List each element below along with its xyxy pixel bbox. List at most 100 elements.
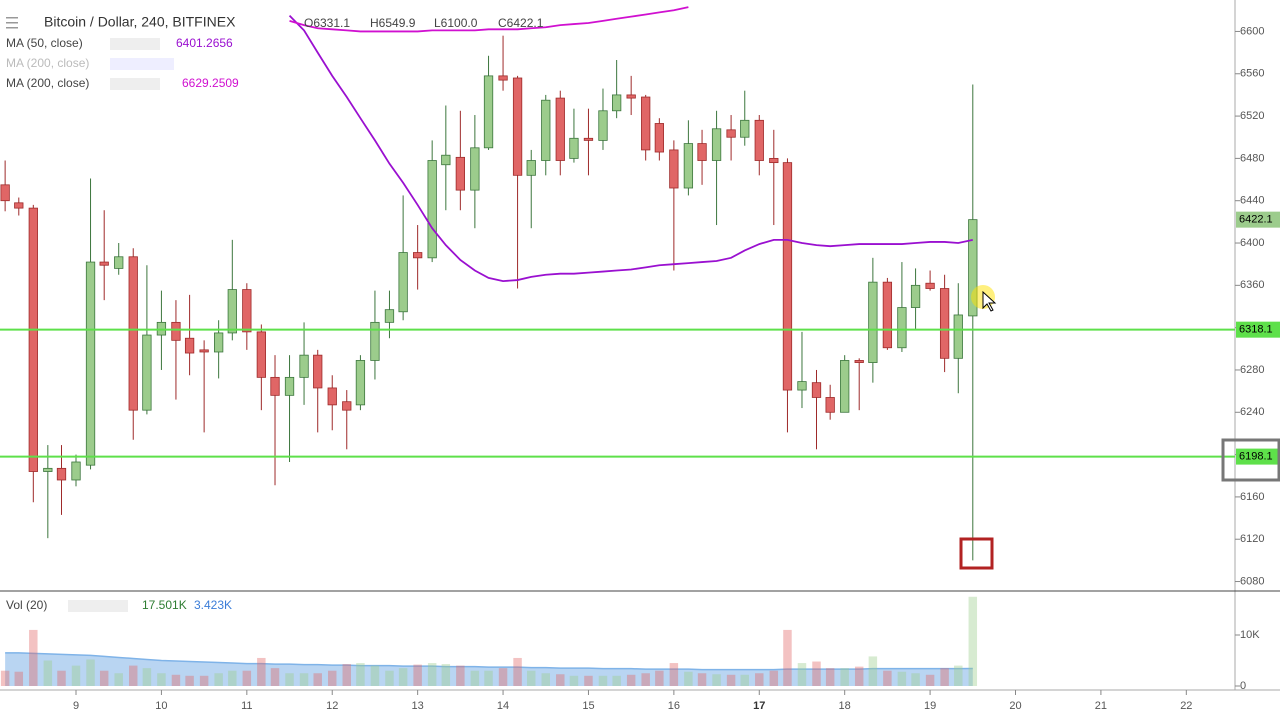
- candle-body: [384, 309, 395, 323]
- y-tick-label: 6520: [1240, 110, 1264, 122]
- volume-bar: [825, 668, 835, 686]
- candle-body: [683, 143, 694, 189]
- candle-body: [583, 137, 594, 141]
- volume-bar: [584, 675, 593, 686]
- volume-bar: [114, 673, 123, 686]
- menu-icon[interactable]: [6, 17, 18, 19]
- volume-y-tick-label: 0: [1240, 680, 1246, 692]
- last-price-label: 6422.1: [1239, 214, 1273, 226]
- volume-bar: [57, 670, 66, 686]
- ma-legend-name[interactable]: MA (200, close): [6, 76, 89, 90]
- candle-body: [598, 110, 608, 141]
- candle-body: [953, 314, 963, 359]
- candle-body: [569, 137, 579, 159]
- candle-body: [256, 331, 266, 378]
- volume-bar: [413, 664, 422, 686]
- volume-ma-fill: [5, 652, 973, 686]
- volume-bar: [883, 670, 892, 686]
- x-tick-label: 21: [1095, 700, 1107, 712]
- candle-body: [28, 207, 38, 472]
- candle-body: [342, 401, 352, 411]
- legend-icons[interactable]: [110, 38, 160, 50]
- volume-bar: [199, 675, 209, 686]
- candle-body: [171, 321, 181, 341]
- ohlc-close: C6422.1: [498, 16, 544, 30]
- legend-icons[interactable]: [68, 600, 128, 612]
- ma-legend-name-hidden[interactable]: MA (200, close): [6, 56, 89, 70]
- candle-body: [811, 382, 822, 398]
- candle-body: [541, 99, 551, 161]
- volume-bar: [954, 665, 963, 686]
- volume-bar: [868, 656, 878, 686]
- candle-body: [726, 129, 736, 138]
- candle-body: [483, 75, 494, 149]
- volume-bar: [484, 670, 493, 686]
- volume-bar: [669, 663, 679, 686]
- price-label-box: [1236, 448, 1280, 465]
- candle-body: [555, 97, 565, 161]
- candle-body: [797, 381, 807, 391]
- volume-bar: [313, 673, 322, 686]
- volume-bar: [456, 665, 465, 686]
- volume-bar: [513, 657, 522, 686]
- candle-body: [612, 94, 622, 112]
- volume-bar: [498, 668, 508, 686]
- x-tick-label: 9: [73, 700, 79, 712]
- candle-body: [14, 202, 24, 209]
- menu-icon: [6, 27, 18, 29]
- volume-bar: [228, 670, 237, 686]
- volume-bar: [398, 668, 408, 686]
- volume-legend-name[interactable]: Vol (20): [6, 598, 47, 612]
- candle-body: [214, 332, 224, 353]
- candle-body: [769, 157, 779, 164]
- volume-bar: [370, 665, 380, 686]
- volume-pane: [0, 596, 978, 686]
- candle-body: [897, 307, 907, 349]
- candle-body: [56, 467, 67, 481]
- volume-bar: [342, 664, 351, 686]
- volume-bar: [242, 670, 252, 686]
- volume-bar: [769, 670, 779, 686]
- volume-bar: [569, 675, 579, 686]
- x-tick-label: 10: [155, 700, 167, 712]
- volume-legend-value: 17.501K: [142, 598, 187, 612]
- volume-bar: [356, 663, 365, 686]
- legend-icons[interactable]: [110, 58, 174, 70]
- candle-body: [370, 321, 380, 361]
- legend-icons[interactable]: [110, 78, 160, 90]
- volume-bar: [854, 666, 864, 686]
- ma-legend-name[interactable]: MA (50, close): [6, 36, 83, 50]
- candle-body: [854, 360, 864, 363]
- candle-body: [782, 162, 793, 391]
- volume-bar: [214, 673, 223, 686]
- volume-bar: [86, 659, 95, 686]
- volume-bar: [684, 671, 693, 686]
- candle-body: [512, 77, 523, 176]
- volume-bar: [925, 674, 935, 686]
- volume-bar: [812, 661, 821, 686]
- cursor: [982, 290, 997, 312]
- x-tick-label: 12: [326, 700, 338, 712]
- volume-bar: [612, 675, 621, 686]
- candle-body: [327, 387, 337, 406]
- candle-body: [939, 288, 950, 359]
- volume-bar: [968, 596, 978, 686]
- y-tick-label: 6600: [1240, 25, 1264, 37]
- volume-bar: [328, 670, 337, 686]
- volume-bar: [441, 664, 451, 686]
- volume-bar: [270, 668, 280, 686]
- volume-bar: [755, 673, 764, 686]
- y-tick-label: 6360: [1240, 279, 1264, 291]
- volume-ma-line: [5, 652, 973, 671]
- y-tick-label: 6240: [1240, 406, 1264, 418]
- ma-line: [288, 14, 973, 283]
- volume-bar: [129, 665, 138, 686]
- candle-body: [654, 123, 664, 153]
- symbol-title: Bitcoin / Dollar, 240, BITFINEX: [44, 14, 236, 30]
- candle-body: [526, 160, 536, 176]
- candle-body: [284, 376, 295, 396]
- volume-ma-legend-value: 3.423K: [194, 598, 232, 612]
- volume-bar: [257, 657, 266, 686]
- volume-bar: [299, 673, 309, 686]
- candle-body: [868, 281, 878, 363]
